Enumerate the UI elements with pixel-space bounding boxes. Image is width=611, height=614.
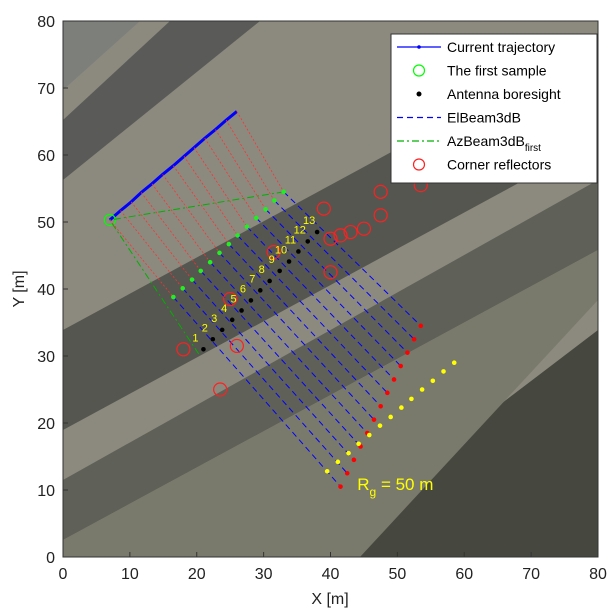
point-label: 3 (211, 313, 217, 325)
y-tick-label: 80 (37, 14, 55, 31)
point (171, 295, 176, 300)
point (254, 216, 259, 221)
point-label: 9 (269, 254, 275, 266)
point (378, 404, 383, 409)
point (281, 190, 286, 195)
point (378, 423, 383, 428)
point (263, 207, 268, 212)
point (190, 277, 195, 282)
point (345, 471, 350, 476)
point (346, 451, 351, 456)
y-axis-label: Y [m] (11, 270, 28, 307)
x-tick-label: 40 (322, 566, 340, 583)
x-tick-label: 10 (121, 566, 139, 583)
x-tick-label: 60 (455, 566, 473, 583)
point-label: 1 (192, 332, 198, 344)
point (452, 360, 457, 365)
x-axis-label: X [m] (311, 591, 348, 608)
x-tick-label: 70 (522, 566, 540, 583)
point (405, 350, 410, 355)
point (399, 405, 404, 410)
point (235, 233, 240, 238)
point (315, 230, 320, 235)
point (217, 251, 222, 256)
point (208, 260, 213, 265)
point (418, 324, 423, 329)
legend: Current trajectory The first sample Antenn… (391, 34, 597, 183)
point-label: 6 (240, 283, 246, 295)
x-tick-label: 20 (188, 566, 206, 583)
y-tick-label: 40 (37, 282, 55, 299)
point (272, 198, 277, 203)
y-tick-label: 0 (46, 550, 55, 567)
point (409, 397, 414, 402)
point (198, 269, 203, 274)
legend-label: ElBeam3dB (447, 110, 521, 126)
point-label: 4 (221, 303, 227, 315)
legend-label: Antenna boresight (447, 86, 561, 102)
point (352, 458, 357, 463)
point (239, 308, 244, 313)
legend-label: Current trajectory (447, 39, 555, 55)
point (412, 337, 417, 342)
point (398, 364, 403, 369)
point (201, 347, 206, 352)
legend-dot (417, 92, 422, 97)
point-label: 5 (230, 293, 236, 305)
legend-name: AzBeam3dB (447, 133, 525, 149)
x-tick-label: 30 (255, 566, 273, 583)
legend-label: Corner reflectors (447, 157, 551, 173)
point (211, 337, 216, 342)
point (336, 460, 341, 465)
point (245, 224, 250, 229)
point (296, 249, 301, 254)
point (258, 288, 263, 293)
point (420, 387, 425, 392)
annotation-suffix: = 50 m (376, 475, 433, 494)
chart: X [m] Y [m] 12345678910111213Rg = 50 m C… (0, 0, 611, 609)
point (325, 469, 330, 474)
legend-name: Corner reflectors (447, 157, 551, 173)
point (388, 415, 393, 420)
point-label: 13 (303, 215, 315, 227)
point-label: 8 (259, 264, 265, 276)
point (356, 441, 361, 446)
annotation-text: R (357, 475, 369, 494)
x-tick-label: 80 (589, 566, 607, 583)
legend-name: Antenna boresight (447, 86, 561, 102)
point (230, 318, 235, 323)
point (180, 286, 185, 291)
y-tick-label: 50 (37, 215, 55, 232)
point (267, 279, 272, 284)
point (277, 269, 282, 274)
point (287, 259, 292, 264)
point-label: 7 (249, 273, 255, 285)
point (385, 391, 390, 396)
y-tick-label: 60 (37, 148, 55, 165)
point (367, 433, 372, 438)
y-tick-label: 30 (37, 349, 55, 366)
y-tick-label: 20 (37, 416, 55, 433)
point (372, 417, 377, 422)
legend-dot (417, 45, 421, 49)
legend-label: The first sample (447, 63, 547, 79)
point (431, 378, 436, 383)
y-tick-label: 10 (37, 483, 55, 500)
point (227, 242, 232, 247)
point (220, 328, 225, 333)
x-tick-label: 0 (59, 566, 68, 583)
point-label: 2 (202, 322, 208, 334)
point (249, 298, 254, 303)
legend-name: The first sample (447, 63, 547, 79)
legend-name: Current trajectory (447, 39, 555, 55)
legend-subscript: first (525, 143, 541, 154)
point (392, 377, 397, 382)
point (441, 369, 446, 374)
annotation-subscript: g (370, 485, 377, 499)
legend-name: ElBeam3dB (447, 110, 521, 126)
point (305, 239, 310, 244)
point (338, 484, 343, 489)
y-tick-label: 70 (37, 81, 55, 98)
x-tick-label: 50 (388, 566, 406, 583)
